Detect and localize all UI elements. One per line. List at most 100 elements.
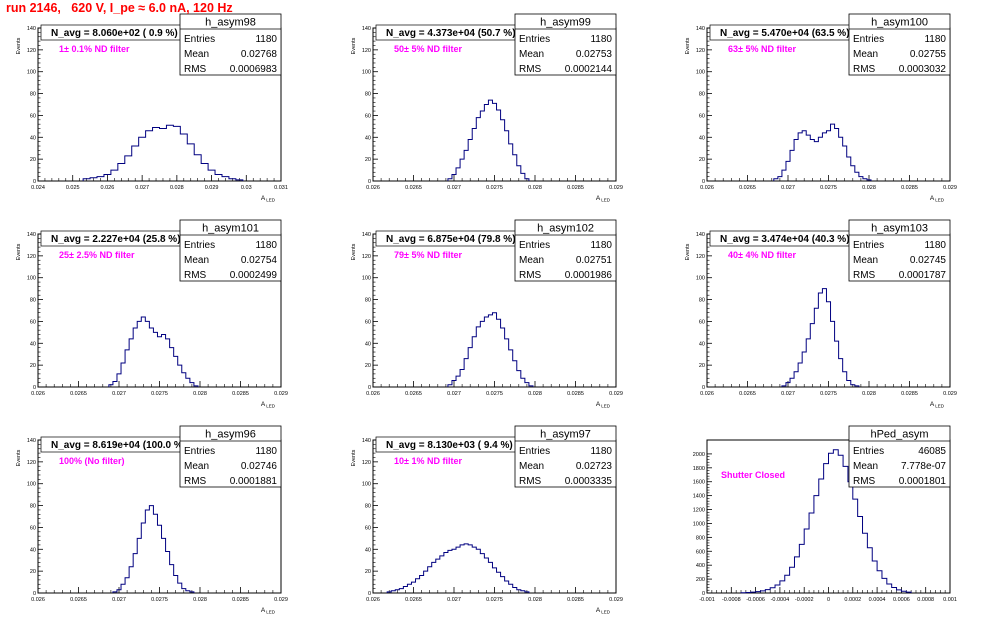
x-tick-label: 0.028 xyxy=(862,391,876,397)
filter-label: Shutter Closed xyxy=(721,470,785,480)
stats-box: h_asym96 Entries 1180 Mean 0.02746 RMS 0.00018… xyxy=(179,425,282,488)
page-title: run 2146, 620 V, I_pe ≈ 6.0 nA, 120 Hz xyxy=(6,1,233,15)
stats-title: h_asym101 xyxy=(202,223,259,235)
histogram-bin xyxy=(436,559,440,593)
x-axis-title-subscript: LED xyxy=(266,610,276,615)
stats-label: Entries xyxy=(184,240,215,251)
x-tick-label: 0.024 xyxy=(31,185,45,191)
histogram-bin xyxy=(208,170,215,181)
histogram-line xyxy=(447,99,530,181)
x-tick-label: 0.026 xyxy=(700,391,714,397)
x-tick-label: 0.0275 xyxy=(486,185,503,191)
histogram-bin xyxy=(157,525,161,593)
histogram-bin xyxy=(468,348,472,387)
histogram-bars xyxy=(448,313,533,387)
x-tick-label: 0.029 xyxy=(609,185,623,191)
histogram-bin xyxy=(814,142,818,181)
x-axis: 0.026 0.0265 0.027 0.0275 0.028 0.0285 0.029 xyxy=(700,175,957,191)
stats-value: 0.0001801 xyxy=(899,476,947,487)
y-tick-label: 800 xyxy=(696,535,705,541)
histogram-bin xyxy=(782,170,786,181)
navg-text: N_avg = 8.619e+04 (100.0 %) xyxy=(51,440,186,451)
y-tick-label: 80 xyxy=(365,504,371,510)
histogram-bin xyxy=(141,523,145,593)
histogram-bin xyxy=(794,139,798,181)
histogram-bin xyxy=(521,378,525,387)
y-axis-title: Events xyxy=(351,449,357,466)
x-tick-label: 0.0275 xyxy=(486,597,503,603)
histogram-bin xyxy=(162,538,166,593)
histogram-bin xyxy=(794,557,799,593)
histogram-bin xyxy=(456,547,460,593)
histogram-bin xyxy=(468,545,472,593)
y-tick-label: 20 xyxy=(699,363,705,369)
histogram-bin xyxy=(794,372,798,387)
histogram-bin xyxy=(814,308,818,387)
x-tick-label: 0.028 xyxy=(193,391,207,397)
x-axis-title-subscript: LED xyxy=(601,404,611,409)
histogram-bin xyxy=(843,146,847,181)
histogram-bin xyxy=(798,363,802,387)
y-tick-label: 40 xyxy=(30,341,36,347)
histogram-bin xyxy=(121,363,125,387)
histogram-bin xyxy=(810,324,814,387)
x-axis-title-subscript: LED xyxy=(935,198,945,203)
histogram-bin xyxy=(775,585,780,593)
histogram-line xyxy=(108,316,199,387)
stats-value: 1180 xyxy=(255,34,277,45)
x-tick-label: 0.029 xyxy=(274,597,288,603)
x-axis-title-subscript: LED xyxy=(266,404,276,409)
y-tick-label: 0 xyxy=(702,179,705,185)
y-tick-label: 60 xyxy=(699,113,705,119)
stats-label: RMS xyxy=(853,270,876,281)
x-axis-title: ALED xyxy=(930,401,945,409)
x-tick-label: 0.0285 xyxy=(901,185,918,191)
x-tick-label: 0.027 xyxy=(447,185,461,191)
histogram-bin xyxy=(178,365,182,387)
y-tick-label: 120 xyxy=(696,48,705,54)
histogram-bin xyxy=(448,550,452,593)
histogram-bin xyxy=(501,328,505,387)
y-tick-label: 100 xyxy=(696,70,705,76)
histogram-bin xyxy=(215,174,222,181)
histogram-bin xyxy=(818,293,822,387)
filter-label: 50± 5% ND filter xyxy=(394,44,462,54)
histogram-panel-h_asym100: 0 20 40 60 80 100 120 140 0.026 0.0265 0.027 0.0275… xyxy=(685,13,957,203)
stats-value: 1180 xyxy=(924,240,946,251)
histogram-bars xyxy=(782,289,859,387)
stats-title: h_asym99 xyxy=(540,17,591,29)
histogram-bin xyxy=(809,513,814,593)
stats-title: h_asym102 xyxy=(537,223,594,235)
x-tick-label: -0.0002 xyxy=(795,597,814,603)
histogram-bin xyxy=(839,359,843,387)
x-tick-label: 0.029 xyxy=(943,185,957,191)
y-tick-label: 140 xyxy=(696,232,705,238)
y-tick-label: 80 xyxy=(699,298,705,304)
x-tick-label: 0.0275 xyxy=(151,597,168,603)
histogram-bin xyxy=(157,337,161,387)
y-tick-label: 200 xyxy=(696,577,705,583)
navg-text: N_avg = 2.227e+04 (25.8 %) xyxy=(51,234,181,245)
y-tick-label: 20 xyxy=(30,157,36,163)
x-tick-label: 0.026 xyxy=(366,391,380,397)
histogram-bin xyxy=(452,174,456,181)
histogram-bin xyxy=(452,549,456,593)
y-axis: 0 20 40 60 80 100 120 140 xyxy=(362,26,378,185)
histogram-bin xyxy=(847,380,851,387)
y-tick-label: 80 xyxy=(365,92,371,98)
histogram-bin xyxy=(877,571,882,593)
x-axis-title: ALED xyxy=(930,195,945,203)
histogram-bin xyxy=(814,496,819,593)
stats-value: 46085 xyxy=(918,446,946,457)
histogram-line xyxy=(773,123,872,181)
x-axis-title-subscript: LED xyxy=(601,198,611,203)
x-tick-label: 0.027 xyxy=(447,391,461,397)
histogram-bin xyxy=(818,137,822,181)
x-tick-label: 0.029 xyxy=(609,597,623,603)
histogram-bin xyxy=(513,155,517,181)
x-tick-label: 0.0004 xyxy=(869,597,886,603)
histogram-bin xyxy=(839,137,843,181)
histogram-bin xyxy=(153,332,157,387)
y-tick-label: 0 xyxy=(33,179,36,185)
y-axis: 0 20 40 60 80 100 120 140 xyxy=(27,26,43,185)
